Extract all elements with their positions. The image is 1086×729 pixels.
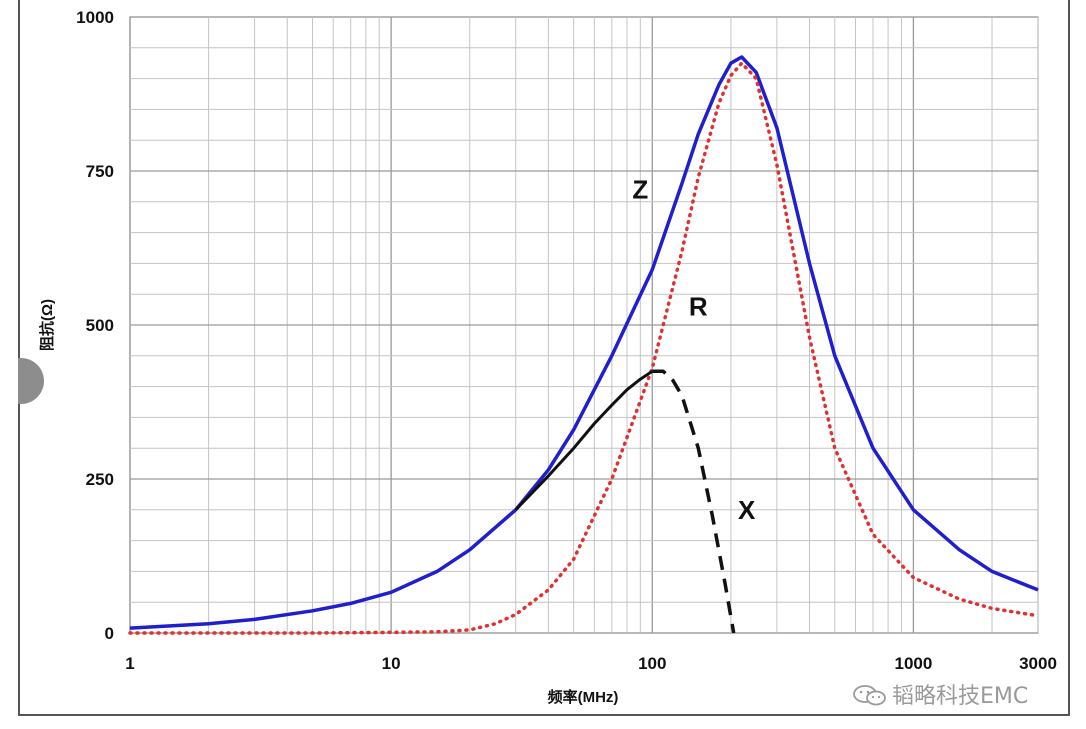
wechat-icon <box>853 685 886 706</box>
series-z <box>129 55 1039 630</box>
y-tick-label: 500 <box>86 316 114 335</box>
x-tick-label: 1000 <box>894 654 932 673</box>
y-axis-title: 阻抗(Ω) <box>38 299 56 351</box>
y-tick-labels: 0 250 500 750 1000 <box>76 8 114 643</box>
watermark-text: 韬略科技EMC <box>892 684 1029 709</box>
y-tick-label: 1000 <box>76 8 114 27</box>
curve-label-x: X <box>738 495 756 525</box>
series-x <box>514 369 736 634</box>
y-tick-label: 750 <box>86 162 114 181</box>
series-layer <box>128 55 1040 635</box>
x-tick-label: 10 <box>382 654 401 673</box>
series-line-x-dashed <box>652 369 736 634</box>
watermark: 韬略科技EMC <box>852 678 1028 710</box>
x-axis-title: 频率(MHz) <box>548 688 619 706</box>
curve-labels: Z R X <box>632 174 756 524</box>
x-tick-label: 100 <box>638 654 666 673</box>
grid <box>129 16 1039 634</box>
curve-label-z: Z <box>632 174 648 204</box>
x-tick-label: 1 <box>125 654 134 673</box>
x-tick-label: 3000 <box>1019 654 1057 673</box>
y-tick-label: 250 <box>86 470 114 489</box>
series-line-z <box>129 55 1039 630</box>
x-tick-labels: 1 10 100 1000 3000 <box>125 654 1057 673</box>
y-tick-label: 0 <box>105 624 114 643</box>
curve-label-r: R <box>689 292 708 322</box>
series-line-x-solid <box>514 369 654 511</box>
